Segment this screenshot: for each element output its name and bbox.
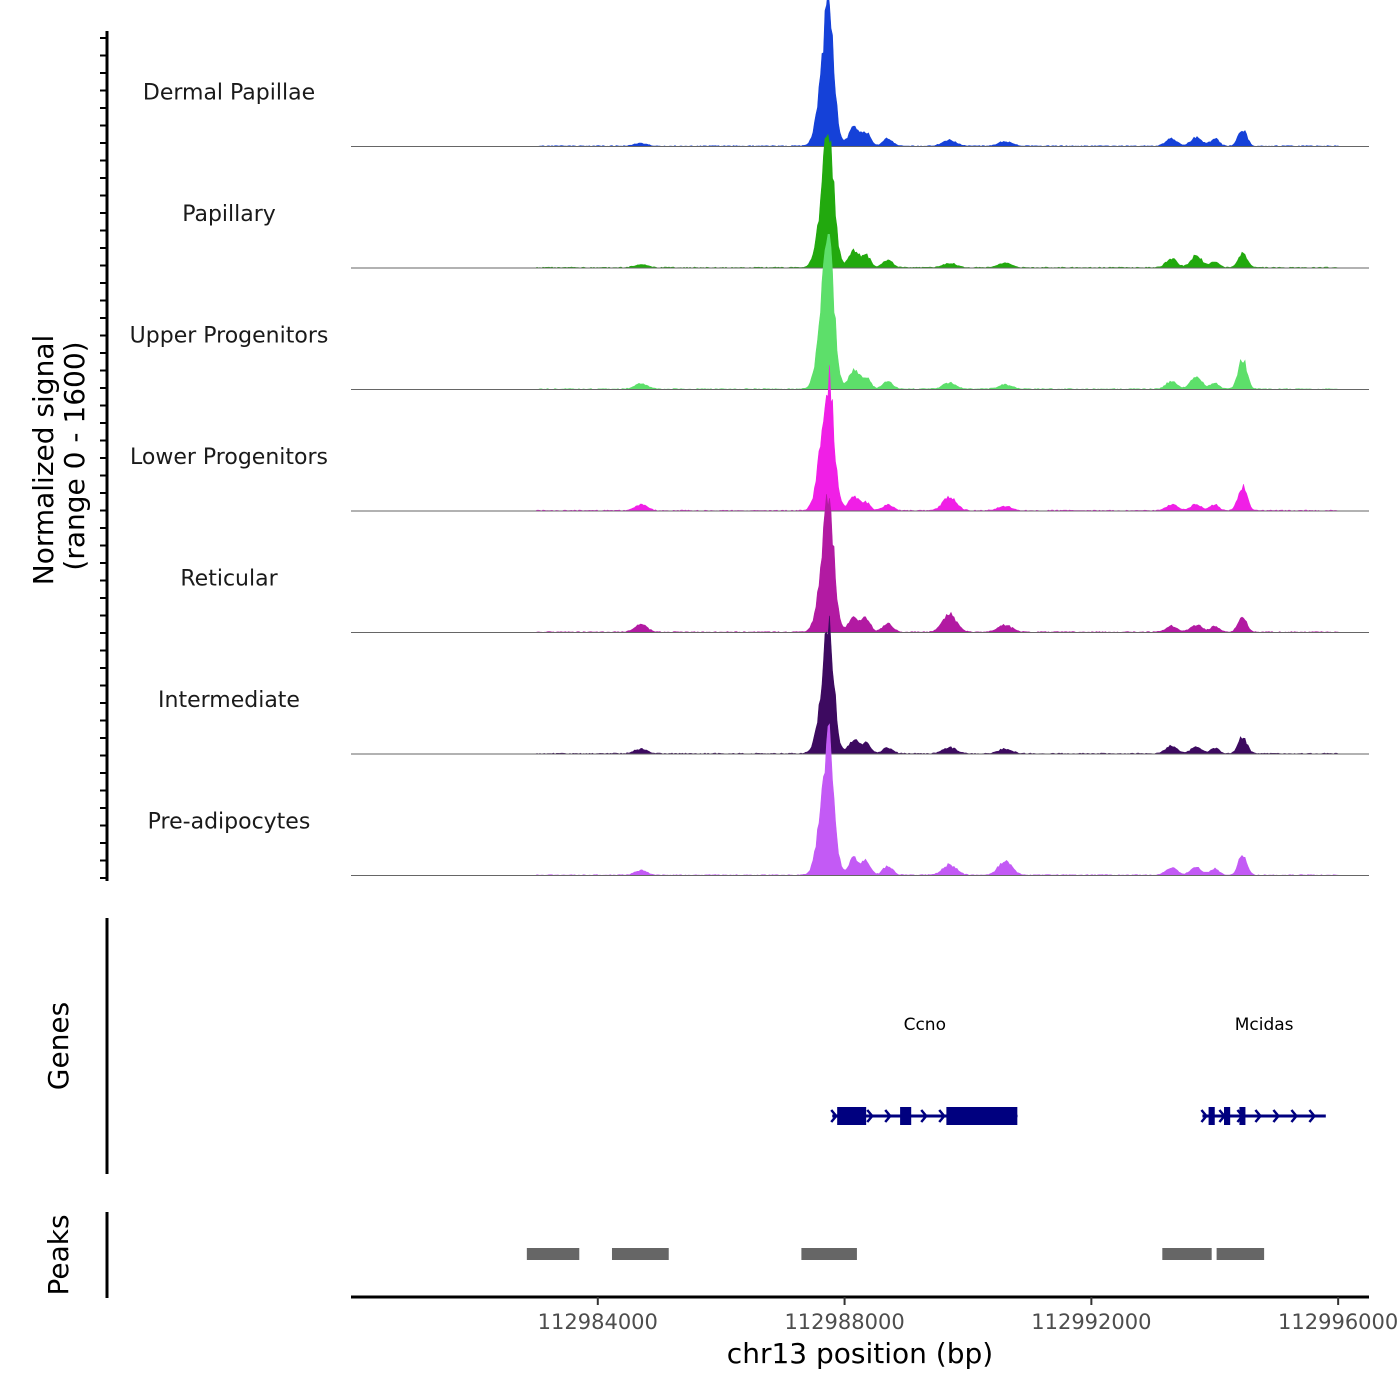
strand-arrow bbox=[1272, 1109, 1281, 1123]
track-label: Pre-adipocytes bbox=[148, 810, 311, 835]
strand-arrow bbox=[1200, 1109, 1209, 1123]
genes-track-title: Genes bbox=[42, 1002, 75, 1090]
signal-area bbox=[351, 615, 1369, 755]
peaks-track-title: Peaks bbox=[42, 1214, 75, 1295]
gene-exon bbox=[1224, 1107, 1231, 1125]
x-axis: 112984000 112988000 112992000 112996000 bbox=[351, 1295, 1398, 1334]
signal-y-axis-ticks bbox=[100, 37, 107, 879]
strand-arrow bbox=[866, 1109, 874, 1123]
y-axis-title-line1: Normalized signal bbox=[27, 335, 60, 586]
peak-region bbox=[1162, 1248, 1212, 1260]
y-axis-title-line2: (range 0 - 1600) bbox=[58, 341, 91, 570]
strand-arrow bbox=[884, 1109, 892, 1123]
signal-track: Papillary bbox=[182, 133, 1369, 269]
x-tick-label: 112996000 bbox=[1278, 1310, 1398, 1334]
track-label: Reticular bbox=[180, 567, 278, 592]
x-tick-label: 112988000 bbox=[784, 1310, 904, 1334]
gene-exon bbox=[1208, 1107, 1215, 1125]
gene-exon bbox=[946, 1107, 1018, 1125]
x-tick-label: 112984000 bbox=[538, 1310, 658, 1334]
gene-model: Ccno bbox=[830, 1015, 1018, 1125]
peak-region bbox=[526, 1248, 580, 1260]
signal-track: Intermediate bbox=[158, 615, 1369, 755]
track-label: Intermediate bbox=[158, 688, 300, 713]
gene-label: Mcidas bbox=[1235, 1015, 1294, 1035]
gene-exon bbox=[837, 1107, 867, 1125]
signal-area bbox=[351, 494, 1369, 633]
gene-exon bbox=[1239, 1107, 1246, 1125]
signal-track: Lower Progenitors bbox=[130, 365, 1369, 512]
peak-region bbox=[611, 1248, 669, 1260]
strand-arrow bbox=[1254, 1109, 1263, 1123]
gene-label: Ccno bbox=[904, 1015, 946, 1035]
signal-area bbox=[351, 133, 1369, 269]
strand-arrow bbox=[830, 1109, 838, 1123]
gene-annotation-track: Ccno Mcidas bbox=[830, 1015, 1326, 1125]
x-axis-title: chr13 position (bp) bbox=[727, 1337, 993, 1370]
signal-track: Dermal Papillae bbox=[143, 0, 1369, 147]
signal-y-axis bbox=[100, 31, 109, 881]
gene-exon bbox=[900, 1107, 912, 1125]
peaks-track bbox=[526, 1248, 1265, 1260]
signal-tracks: Dermal Papillae Papillary Upper Progenitor… bbox=[130, 0, 1369, 876]
strand-arrow bbox=[920, 1109, 928, 1123]
signal-track: Reticular bbox=[180, 494, 1369, 633]
track-label: Papillary bbox=[182, 202, 276, 227]
signal-track: Upper Progenitors bbox=[130, 234, 1369, 390]
track-label: Dermal Papillae bbox=[143, 81, 315, 106]
peak-region bbox=[1216, 1248, 1265, 1260]
gene-model: Mcidas bbox=[1200, 1015, 1326, 1125]
strand-arrow bbox=[1308, 1109, 1317, 1123]
strand-arrow bbox=[1290, 1109, 1299, 1123]
signal-area bbox=[351, 0, 1369, 147]
track-label: Upper Progenitors bbox=[130, 324, 329, 349]
signal-track: Pre-adipocytes bbox=[148, 723, 1369, 876]
strand-arrow bbox=[938, 1109, 946, 1123]
track-label: Lower Progenitors bbox=[130, 445, 328, 470]
x-tick-label: 112992000 bbox=[1031, 1310, 1151, 1334]
peak-region bbox=[801, 1248, 857, 1260]
